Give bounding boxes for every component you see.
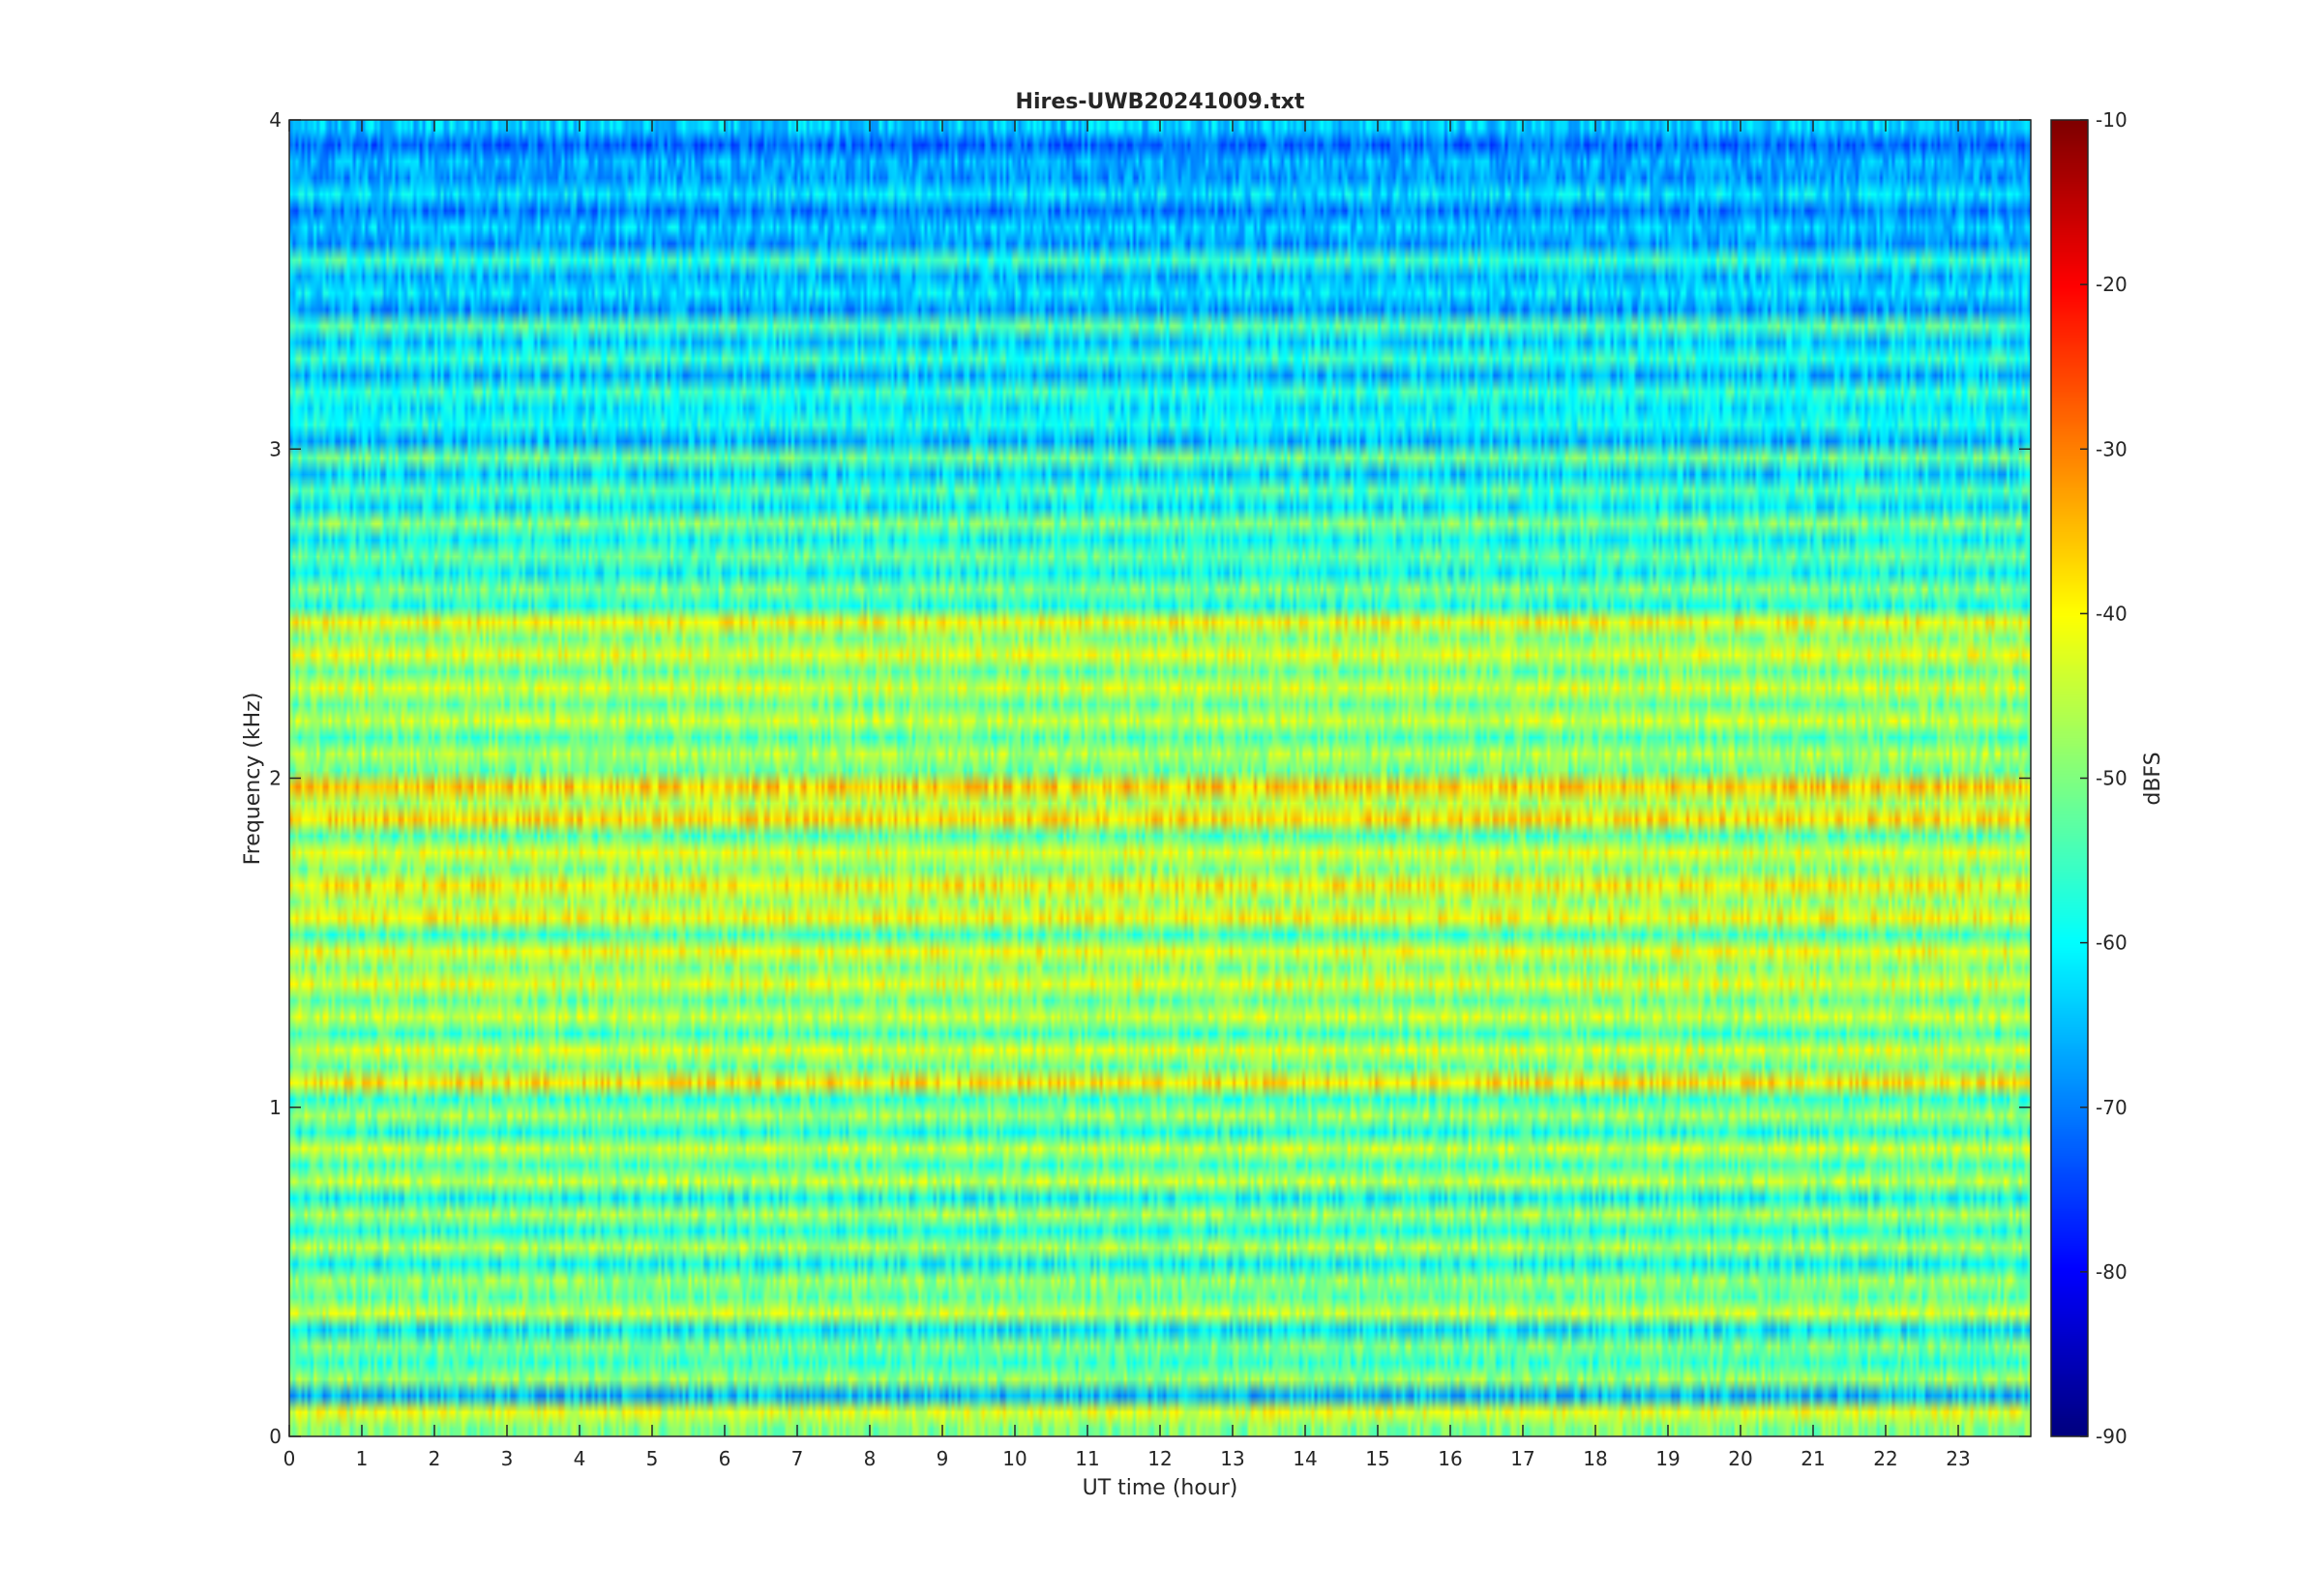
- y-axis-label: Frequency (kHz): [241, 693, 265, 866]
- colorbar-tick-label: -90: [2096, 1425, 2128, 1448]
- x-tick-label: 17: [1510, 1447, 1534, 1470]
- x-tick-label: 9: [937, 1447, 949, 1470]
- x-tick-label: 7: [791, 1447, 804, 1470]
- x-tick-label: 19: [1655, 1447, 1680, 1470]
- y-tick-label: 0: [269, 1425, 282, 1448]
- x-tick-label: 23: [1946, 1447, 1970, 1470]
- colorbar-tick-label: -70: [2096, 1096, 2128, 1119]
- x-tick-label: 6: [719, 1447, 731, 1470]
- spectrogram-heatmap: [289, 120, 2031, 1436]
- colorbar-tick-label: -60: [2096, 931, 2128, 955]
- x-tick-label: 20: [1728, 1447, 1752, 1470]
- x-tick-label: 8: [864, 1447, 877, 1470]
- colorbar-tick-label: -30: [2096, 437, 2128, 460]
- colorbar-tick-label: -20: [2096, 273, 2128, 296]
- colorbar-tick-label: -80: [2096, 1260, 2128, 1284]
- y-tick-label: 4: [269, 108, 282, 132]
- x-tick-label: 4: [574, 1447, 586, 1470]
- x-tick-label: 10: [1002, 1447, 1027, 1470]
- y-tick-label: 2: [269, 767, 282, 790]
- x-tick-label: 13: [1220, 1447, 1244, 1470]
- chart-title: Hires-UWB20241009.txt: [1016, 90, 1305, 114]
- colorbar-ticks: -10 -20 -30 -40 -50 -60 -70 -80 -90: [2080, 108, 2128, 1448]
- colorbar-tick-label: -10: [2096, 108, 2128, 132]
- x-axis-ticks: 0 1 2 3 4 5 6 7 8 9 10 11 12 13 14 15 16 17 18 19 20 21 22 23: [283, 120, 1971, 1470]
- x-tick-label: 2: [429, 1447, 441, 1470]
- colorbar-tick-label: -40: [2096, 602, 2128, 625]
- x-tick-label: 12: [1147, 1447, 1172, 1470]
- x-tick-label: 1: [356, 1447, 369, 1470]
- y-tick-label: 3: [269, 437, 282, 460]
- x-tick-label: 16: [1438, 1447, 1462, 1470]
- x-tick-label: 22: [1873, 1447, 1897, 1470]
- x-tick-label: 11: [1075, 1447, 1099, 1470]
- colorbar-tick-label: -50: [2096, 767, 2128, 790]
- colorbar-label: dBFS: [2141, 752, 2165, 805]
- x-tick-label: 0: [283, 1447, 296, 1470]
- x-tick-label: 5: [646, 1447, 659, 1470]
- y-tick-label: 1: [269, 1096, 282, 1119]
- x-tick-label: 18: [1583, 1447, 1607, 1470]
- plot-frame: [288, 119, 2032, 1437]
- x-tick-label: 3: [501, 1447, 514, 1470]
- x-tick-label: 14: [1293, 1447, 1317, 1470]
- x-tick-label: 15: [1365, 1447, 1389, 1470]
- x-tick-label: 21: [1801, 1447, 1825, 1470]
- x-axis-label: UT time (hour): [1083, 1476, 1238, 1500]
